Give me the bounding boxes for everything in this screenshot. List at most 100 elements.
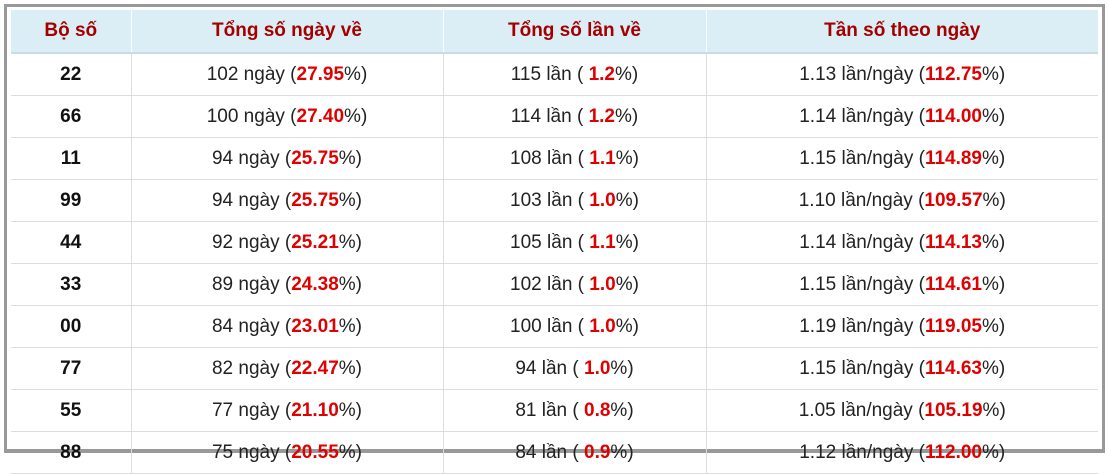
table-row: 99 94 ngày (25.75%) 103 lần ( 1.0%) 1.10 lầ… <box>11 179 1098 222</box>
percent-value: 0.8 <box>584 399 611 421</box>
percent-value: 1.0 <box>584 357 611 379</box>
table-row: 77 82 ngày (22.47%) 94 lần ( 1.0%) 1.15 lần… <box>11 347 1098 390</box>
days-cell: 75 ngày (20.55%) <box>131 431 444 474</box>
days-cell: 77 ngày (21.10%) <box>131 389 444 432</box>
cell-text: 108 lần ( <box>510 147 590 169</box>
cell-text: %) <box>982 231 1006 253</box>
pair-cell: 11 <box>11 137 132 180</box>
cell-text: %) <box>615 147 639 169</box>
freq-cell: 1.15 lần/ngày (114.89%) <box>706 137 1098 180</box>
freq-cell: 1.12 lần/ngày (112.00%) <box>706 431 1098 474</box>
percent-value: 114.61 <box>924 273 983 295</box>
cell-text: %) <box>338 189 362 211</box>
cell-text: 1.14 lần/ngày ( <box>799 105 925 127</box>
cell-text: 84 lần ( <box>515 441 584 463</box>
cell-text: %) <box>344 105 368 127</box>
days-cell: 89 ngày (24.38%) <box>131 263 444 306</box>
percent-value: 1.0 <box>589 315 616 337</box>
cell-text: %) <box>982 147 1006 169</box>
cell-text: 115 lần ( <box>510 63 589 85</box>
cell-text: 1.14 lần/ngày ( <box>799 231 925 253</box>
cell-text: %) <box>615 105 639 127</box>
cell-text: %) <box>610 441 634 463</box>
cell-text: %) <box>610 357 634 379</box>
percent-value: 25.75 <box>291 147 339 169</box>
cell-text: 102 lần ( <box>510 273 590 295</box>
percent-value: 109.57 <box>924 189 983 211</box>
cell-text: 100 lần ( <box>510 315 590 337</box>
cell-text: 94 ngày ( <box>211 189 292 211</box>
percent-value: 23.01 <box>291 315 339 337</box>
cell-text: %) <box>982 189 1006 211</box>
cell-text: %) <box>338 357 362 379</box>
cell-text: 77 ngày ( <box>211 399 292 421</box>
percent-value: 25.21 <box>291 231 339 253</box>
cell-text: 103 lần ( <box>510 189 590 211</box>
cell-text: %) <box>615 315 639 337</box>
cell-text: 82 ngày ( <box>211 357 292 379</box>
table-row: 22 102 ngày (27.95%) 115 lần ( 1.2%) 1.13 l… <box>11 53 1098 96</box>
cell-text: %) <box>982 273 1006 295</box>
days-cell: 84 ngày (23.01%) <box>131 305 444 348</box>
percent-value: 112.75 <box>924 63 983 85</box>
cell-text: %) <box>982 315 1006 337</box>
table-frame: Bộ số Tổng số ngày về Tổng số lần về Tần số… <box>4 4 1105 474</box>
cell-text: %) <box>338 231 362 253</box>
freq-cell: 1.14 lần/ngày (114.13%) <box>706 221 1098 264</box>
cell-text: 1.12 lần/ngày ( <box>799 441 925 463</box>
percent-value: 1.1 <box>589 231 616 253</box>
times-cell: 105 lần ( 1.1%) <box>443 221 707 264</box>
cell-text: %) <box>982 399 1006 421</box>
percent-value: 0.9 <box>584 441 611 463</box>
header-cell: Tần số theo ngày <box>706 10 1098 54</box>
table-row: 66 100 ngày (27.40%) 114 lần ( 1.2%) 1.14 l… <box>11 95 1098 138</box>
percent-value: 1.2 <box>588 105 615 127</box>
percent-value: 1.2 <box>588 63 615 85</box>
cell-text: 92 ngày ( <box>211 231 292 253</box>
cell-text: 89 ngày ( <box>211 273 292 295</box>
days-cell: 102 ngày (27.95%) <box>131 53 444 96</box>
times-cell: 114 lần ( 1.2%) <box>443 95 707 138</box>
percent-value: 24.38 <box>291 273 339 295</box>
times-cell: 84 lần ( 0.9%) <box>443 431 707 474</box>
percent-value: 27.40 <box>296 105 345 127</box>
table-row: 11 94 ngày (25.75%) 108 lần ( 1.1%) 1.15 lầ… <box>11 137 1098 180</box>
table-row: 44 92 ngày (25.21%) 105 lần ( 1.1%) 1.14 lầ… <box>11 221 1098 264</box>
cell-text: 94 lần ( <box>515 357 584 379</box>
table-row: 33 89 ngày (24.38%) 102 lần ( 1.0%) 1.15 lầ… <box>11 263 1098 306</box>
percent-value: 114.63 <box>924 357 983 379</box>
pair-cell: 55 <box>11 389 132 432</box>
times-cell: 94 lần ( 1.0%) <box>443 347 707 390</box>
times-cell: 115 lần ( 1.2%) <box>443 53 707 96</box>
pair-cell: 33 <box>11 263 132 306</box>
percent-value: 1.0 <box>589 189 616 211</box>
freq-cell: 1.05 lần/ngày (105.19%) <box>706 389 1098 432</box>
times-cell: 102 lần ( 1.0%) <box>443 263 707 306</box>
percent-value: 112.00 <box>924 441 983 463</box>
percent-value: 20.55 <box>291 441 339 463</box>
freq-cell: 1.13 lần/ngày (112.75%) <box>706 53 1098 96</box>
freq-cell: 1.15 lần/ngày (114.61%) <box>706 263 1098 306</box>
freq-cell: 1.10 lần/ngày (109.57%) <box>706 179 1098 222</box>
cell-text: %) <box>615 63 639 85</box>
cell-text: %) <box>338 273 362 295</box>
pair-cell: 00 <box>11 305 132 348</box>
days-cell: 100 ngày (27.40%) <box>131 95 444 138</box>
times-cell: 100 lần ( 1.0%) <box>443 305 707 348</box>
cell-text: 94 ngày ( <box>211 147 292 169</box>
table-body: 22 102 ngày (27.95%) 115 lần ( 1.2%) 1.13 l… <box>11 53 1098 474</box>
freq-cell: 1.15 lần/ngày (114.63%) <box>706 347 1098 390</box>
percent-value: 21.10 <box>291 399 339 421</box>
header-row: Bộ số Tổng số ngày về Tổng số lần về Tần số… <box>11 10 1098 54</box>
days-cell: 94 ngày (25.75%) <box>131 137 444 180</box>
cell-text: %) <box>982 441 1006 463</box>
pair-cell: 44 <box>11 221 132 264</box>
percent-value: 114.89 <box>924 147 983 169</box>
cell-text: 1.15 lần/ngày ( <box>799 147 925 169</box>
cell-text: %) <box>338 315 362 337</box>
cell-text: %) <box>982 105 1006 127</box>
table-row: 00 84 ngày (23.01%) 100 lần ( 1.0%) 1.19 lầ… <box>11 305 1098 348</box>
cell-text: %) <box>338 441 362 463</box>
cell-text: %) <box>982 357 1006 379</box>
percent-value: 25.75 <box>291 189 339 211</box>
